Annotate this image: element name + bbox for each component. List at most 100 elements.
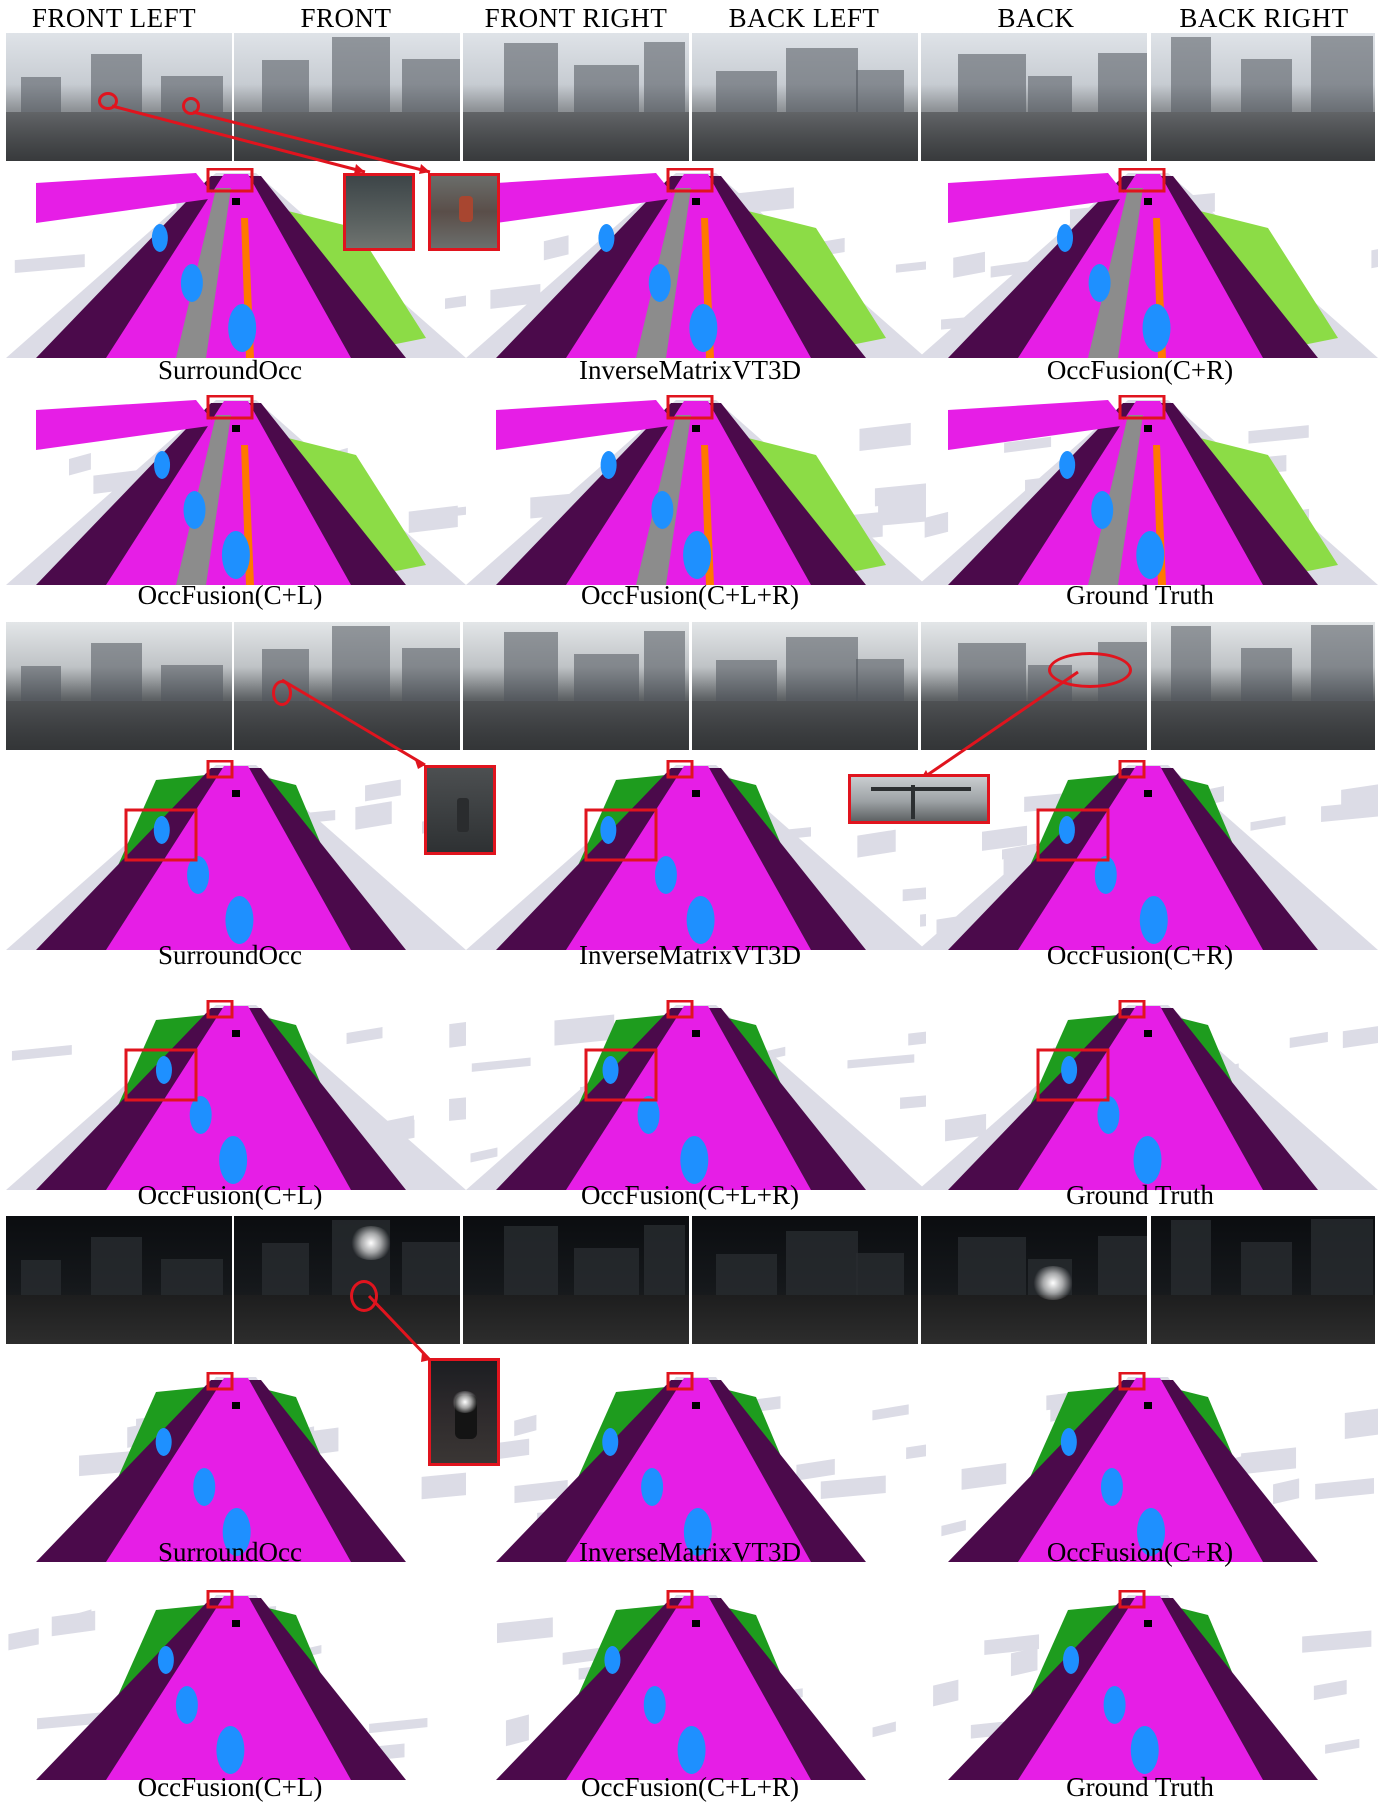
method-caption: InverseMatrixVT3D [579,355,801,385]
highlight-box [124,808,198,862]
occupancy-prediction-panel [6,1000,466,1190]
occupancy-prediction-panel [484,1372,926,1562]
manmade-block [982,825,1028,851]
manmade-block [1315,1477,1375,1500]
highlight-box [1036,1048,1110,1102]
highlight-box [1118,1372,1146,1391]
sidewalk-region [704,768,866,950]
manmade-block [1273,1478,1300,1505]
method-caption: OccFusion(C+R) [1046,355,1234,385]
manmade-block [953,251,985,278]
car-object [1057,224,1074,252]
ego-vehicle-marker [692,1030,700,1037]
car-object [683,1508,712,1556]
highlight-box [206,1000,234,1019]
zoom-crop-image [848,774,990,824]
sidewalk-region [244,176,406,358]
ego-vehicle-marker [692,790,700,797]
highlight-box [206,168,254,193]
occupancy-prediction-panel [918,760,1378,950]
highlight-box [1118,760,1146,779]
drivable-surface [566,1596,811,1780]
camera-image [692,33,918,161]
manmade-block [736,187,794,215]
drivable-surface [1018,1006,1263,1190]
drivable-surface [496,400,676,450]
zoom-crop-image [428,1358,500,1466]
drivable-surface [106,766,351,950]
highlight-box [666,760,694,779]
car-object [598,224,615,252]
highlight-box [124,1048,198,1102]
manmade-block [984,1634,1040,1656]
manmade-block [514,1479,568,1504]
ego-vehicle-marker [232,425,240,432]
camera-image [234,1216,460,1344]
zoom-crop-image [428,173,500,251]
car-object [1063,1646,1080,1674]
manmade-block [1241,1447,1297,1475]
camera-image [921,1216,1147,1344]
method-caption: SurroundOcc [158,940,302,970]
camera-image [692,622,918,750]
method-caption: OccFusion(C+L) [137,580,323,610]
highlight-box [666,168,714,193]
sidewalk-region [948,176,1140,358]
sidewalk-region [704,176,866,358]
car-object [180,264,203,302]
car-object [153,816,170,844]
manmade-block [990,260,1036,278]
occupancy-prediction-panel [6,168,466,358]
manmade-block [906,1444,926,1460]
highlight-box [206,1590,234,1609]
car-object [1061,1056,1078,1084]
manmade-block [902,887,926,902]
car-object [219,1136,248,1184]
manmade-block [941,1519,966,1537]
manmade-block [14,254,85,273]
drivable-surface [106,1378,351,1562]
manmade-block [1289,1031,1328,1049]
highlight-box [1118,395,1166,420]
sidewalk-region [1156,1598,1318,1780]
manmade-block [1004,436,1052,453]
highlight-ring [98,92,118,110]
manmade-block [945,1113,987,1142]
manmade-block [380,1119,415,1144]
camera-image [1151,622,1375,750]
car-object [602,1428,619,1456]
occupancy-prediction-panel [918,395,1378,585]
car-object [686,896,715,944]
median-region [176,188,231,358]
car-object [175,1686,198,1724]
manmade-block [1342,1026,1378,1049]
drivable-surface [566,1006,811,1190]
sidewalk-region [244,768,406,950]
drivable-surface [1018,1596,1263,1780]
drivable-surface [948,173,1128,223]
method-caption: OccFusion(C+L+R) [581,1180,799,1210]
car-object [228,304,257,352]
car-object [151,224,168,252]
drivable-surface [948,400,1128,450]
sidewalk-region [1156,768,1318,950]
ego-vehicle-marker [1144,198,1152,205]
ego-vehicle-marker [232,790,240,797]
occupancy-prediction-panel [8,1590,428,1780]
ego-vehicle-marker [232,1030,240,1037]
car-object [637,1096,660,1134]
camera-image [234,622,460,750]
manmade-block [1325,1738,1360,1754]
car-object [643,1686,666,1724]
manmade-block [1001,843,1037,860]
camera-image [6,622,232,750]
highlight-ring [1048,652,1132,688]
drivable-surface [566,401,811,585]
highlight-ring [182,97,200,115]
camera-image [6,1216,232,1344]
sidewalk-region [36,1598,228,1780]
occupancy-prediction-panel [466,760,926,950]
manmade-block [449,1021,466,1048]
manmade-block [505,1714,529,1747]
car-object [1100,1468,1123,1506]
